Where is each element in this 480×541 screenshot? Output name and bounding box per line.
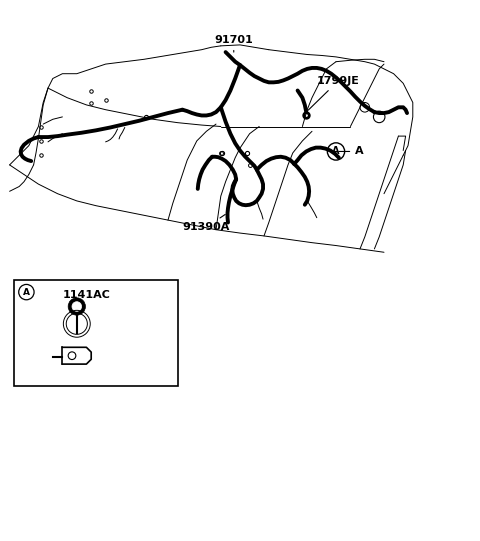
Text: A: A bbox=[23, 288, 30, 296]
Bar bbox=[14, 280, 178, 386]
Text: A: A bbox=[339, 147, 364, 156]
Text: A: A bbox=[332, 147, 340, 156]
Text: 1141AC: 1141AC bbox=[62, 289, 110, 300]
Circle shape bbox=[72, 302, 82, 311]
Text: 91390A: 91390A bbox=[182, 214, 230, 232]
Text: 1799JE: 1799JE bbox=[308, 76, 360, 110]
Circle shape bbox=[68, 298, 85, 315]
Text: 91701: 91701 bbox=[215, 35, 253, 52]
